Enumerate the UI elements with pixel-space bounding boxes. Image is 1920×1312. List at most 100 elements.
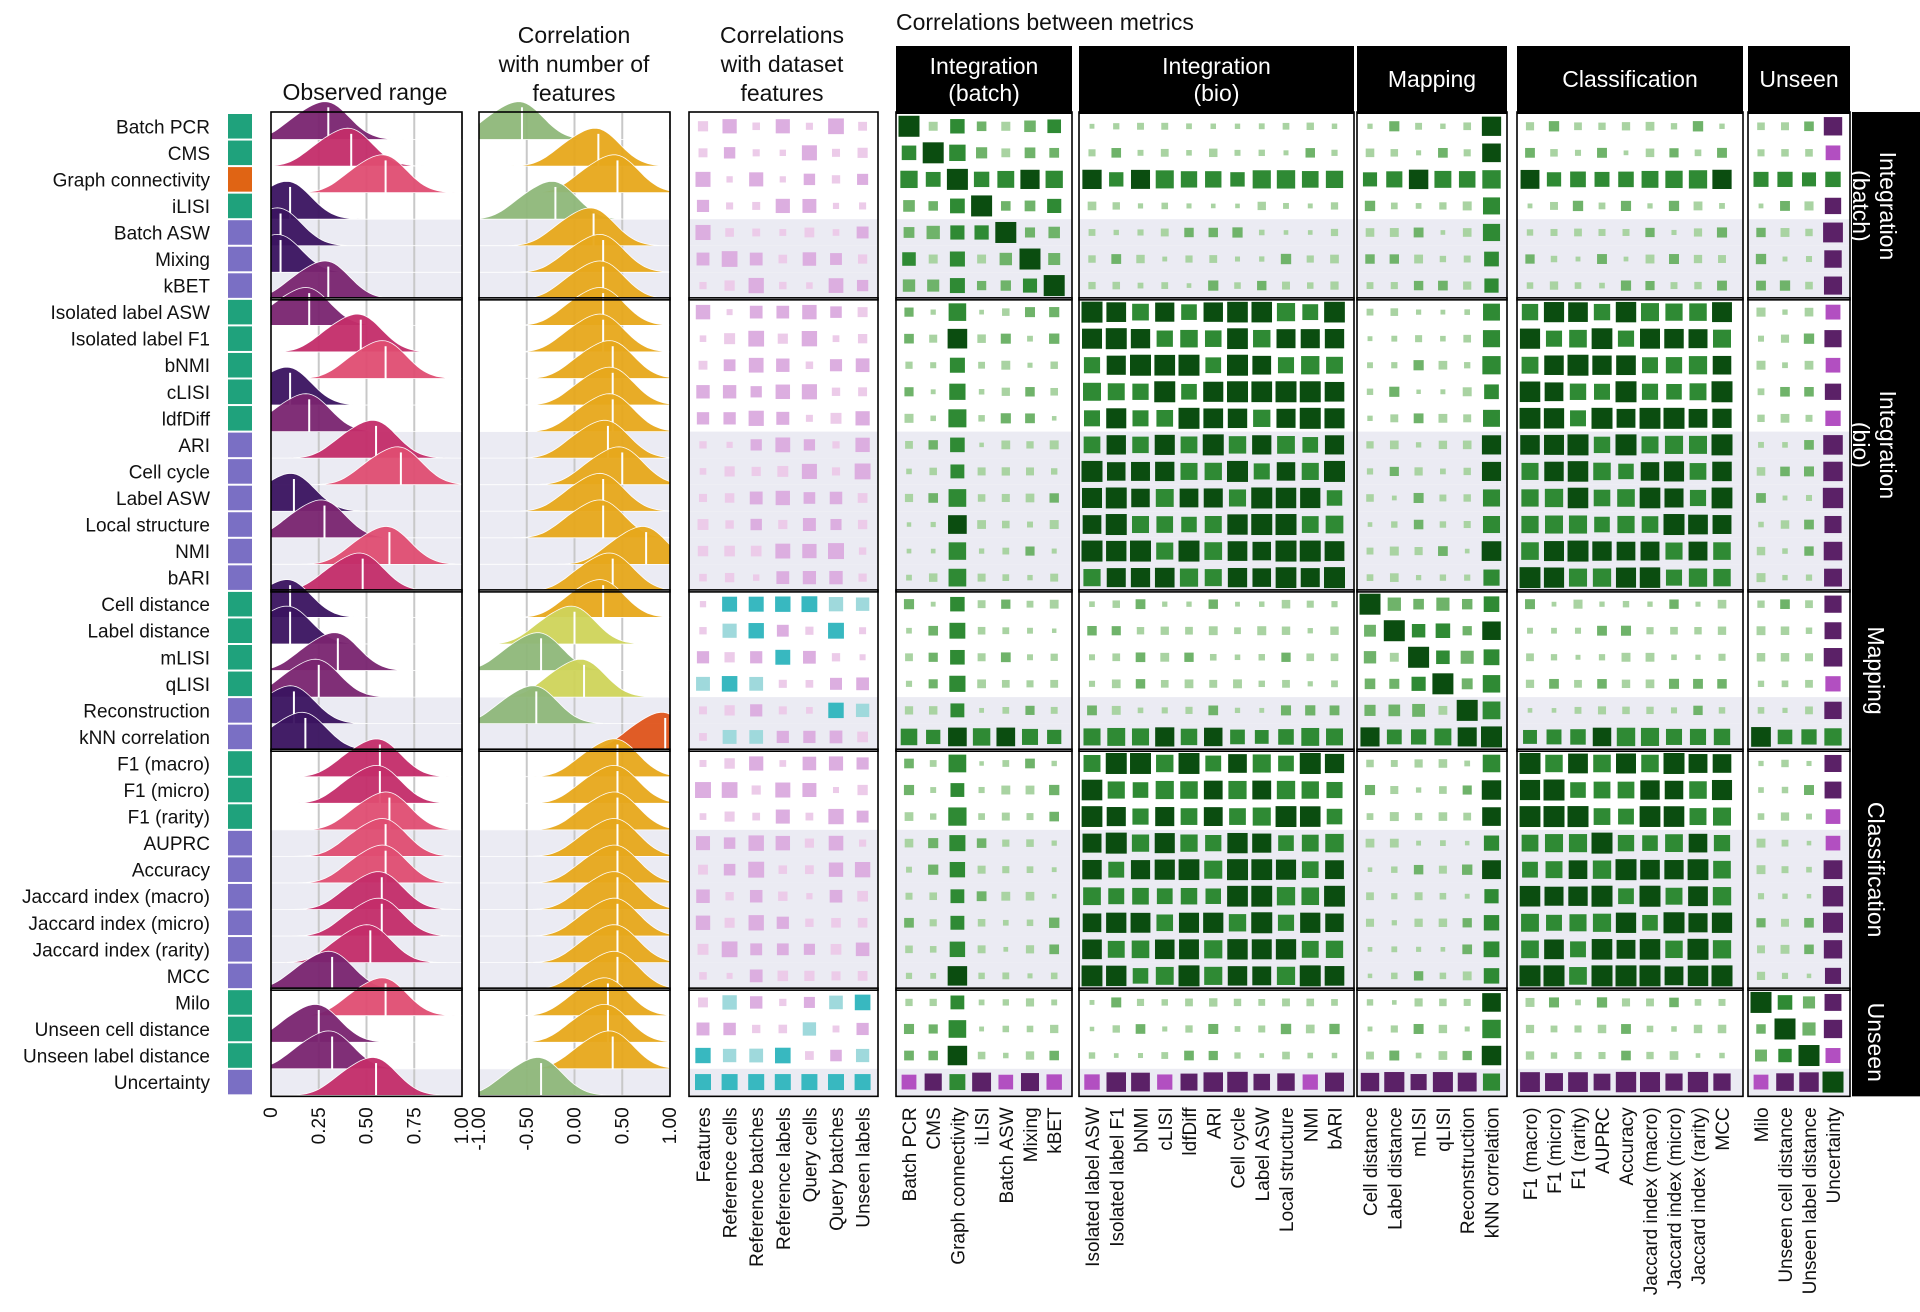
metric-corr-cell <box>1717 1024 1727 1034</box>
dataset-corr-cell <box>775 437 791 453</box>
metric-corr-cell <box>1107 462 1126 481</box>
panel-frame <box>1356 748 1508 991</box>
metric-corr-cell <box>1689 383 1707 401</box>
metric-corr-cell <box>1001 121 1011 131</box>
metric-corr-cell <box>1593 1073 1611 1091</box>
density-ridge <box>478 313 671 353</box>
row-type-swatch <box>228 114 252 139</box>
metric-corr-cell <box>1543 302 1565 323</box>
dataset-corr-cell <box>752 201 761 210</box>
metric-corr-cell <box>1575 654 1581 660</box>
panel-frame <box>1747 297 1851 593</box>
metric-corr-cell <box>902 252 916 266</box>
metric-corr-cell <box>1519 779 1541 801</box>
metric-column-label: ARI <box>1204 1107 1225 1139</box>
metric-corr-cell <box>1330 281 1339 290</box>
metric-corr-cell <box>1050 1024 1059 1034</box>
row-label: Uncertainty <box>114 1073 211 1094</box>
metric-corr-cell <box>1483 649 1500 666</box>
side-category-band <box>1852 749 1920 991</box>
metric-corr-cell <box>1307 681 1313 687</box>
metric-corr-cell <box>1131 728 1150 746</box>
metric-corr-cell <box>1825 145 1841 161</box>
metric-corr-cell <box>1568 1072 1588 1092</box>
metric-column-label: Isolated label F1 <box>1107 1107 1128 1246</box>
metric-corr-cell <box>1780 200 1790 211</box>
metric-corr-cell <box>1597 1024 1607 1034</box>
metric-corr-cell <box>906 522 912 527</box>
metric-corr-cell <box>1823 860 1843 880</box>
metric-corr-cell <box>1416 840 1422 846</box>
row-type-swatch <box>228 352 252 378</box>
metric-corr-cell <box>1617 489 1635 507</box>
metric-corr-cell <box>1389 838 1399 848</box>
metric-corr-cell <box>1665 1073 1683 1091</box>
metric-corr-cell <box>1205 755 1222 772</box>
metric-corr-cell <box>1521 356 1539 374</box>
metric-corr-cell <box>1825 304 1841 320</box>
row-label: kBET <box>164 277 211 298</box>
metric-corr-cell <box>1107 383 1125 401</box>
metric-corr-cell <box>1687 965 1709 987</box>
dataset-corr-cell <box>829 889 843 903</box>
metric-corr-cell <box>1367 867 1373 872</box>
metric-corr-cell <box>1482 1019 1501 1039</box>
panel-frame <box>478 987 671 1098</box>
metric-corr-cell <box>1307 282 1314 289</box>
metric-corr-cell <box>1001 387 1010 396</box>
metric-corr-cell <box>1712 754 1732 773</box>
row-type-swatch <box>228 1016 252 1042</box>
dataset-corr-cell <box>775 649 791 665</box>
metric-corr-cell <box>1665 170 1683 189</box>
metric-corr-cell <box>1438 413 1448 423</box>
metric-corr-cell <box>1155 170 1174 189</box>
metric-corr-cell <box>1135 599 1146 610</box>
metric-corr-cell <box>1105 487 1127 509</box>
metric-corr-cell <box>1026 919 1034 927</box>
metric-corr-cell <box>1391 866 1398 873</box>
metric-corr-cell <box>906 548 912 554</box>
metric-corr-cell <box>1252 541 1272 561</box>
metric-corr-cell <box>1621 122 1631 131</box>
metric-column-label: CMS <box>924 1107 945 1149</box>
metric-corr-cell <box>1805 494 1813 501</box>
density-ridge <box>478 180 670 220</box>
dataset-corr-cell <box>725 228 734 237</box>
metric-corr-cell <box>1647 203 1653 209</box>
metric-corr-cell <box>1330 653 1339 662</box>
metric-corr-cell <box>1688 408 1708 428</box>
metric-corr-cell <box>1186 601 1192 607</box>
row-label: bNMI <box>165 356 210 377</box>
metric-corr-cell <box>930 601 936 607</box>
metric-corr-cell <box>1641 516 1659 533</box>
metric-corr-cell <box>1713 1073 1731 1091</box>
metric-corr-cell <box>1300 329 1320 349</box>
metric-corr-cell <box>1757 945 1765 954</box>
metric-corr-cell <box>1639 567 1661 588</box>
dataset-corr-cell <box>748 915 764 931</box>
metric-corr-cell <box>1719 1052 1725 1059</box>
metric-corr-cell <box>1574 679 1582 688</box>
metric-corr-cell <box>1693 201 1703 211</box>
metric-corr-cell <box>1758 760 1764 767</box>
metric-corr-cell <box>1131 1072 1150 1092</box>
blue-row-shade <box>1357 856 1507 883</box>
dataset-corr-cell <box>721 676 738 692</box>
metric-corr-cell <box>1301 356 1320 375</box>
side-category-label: Classification <box>1863 802 1889 938</box>
metric-corr-cell <box>1596 997 1608 1008</box>
dataset-corr-cell <box>726 309 733 316</box>
metric-corr-cell <box>1324 966 1345 986</box>
dataset-corr-cell <box>748 623 764 639</box>
metric-corr-cell <box>1598 1051 1606 1060</box>
dataset-corr-cell <box>831 175 841 184</box>
metric-corr-cell <box>1050 387 1058 396</box>
metric-corr-cell <box>977 918 986 927</box>
metric-corr-cell <box>1324 329 1345 349</box>
metric-corr-cell <box>1022 278 1038 293</box>
density-ridge <box>270 260 463 300</box>
metric-corr-cell <box>1438 546 1448 556</box>
metric-corr-cell <box>1415 574 1422 581</box>
dataset-corr-cell <box>748 410 764 426</box>
metric-corr-cell <box>1687 859 1709 881</box>
